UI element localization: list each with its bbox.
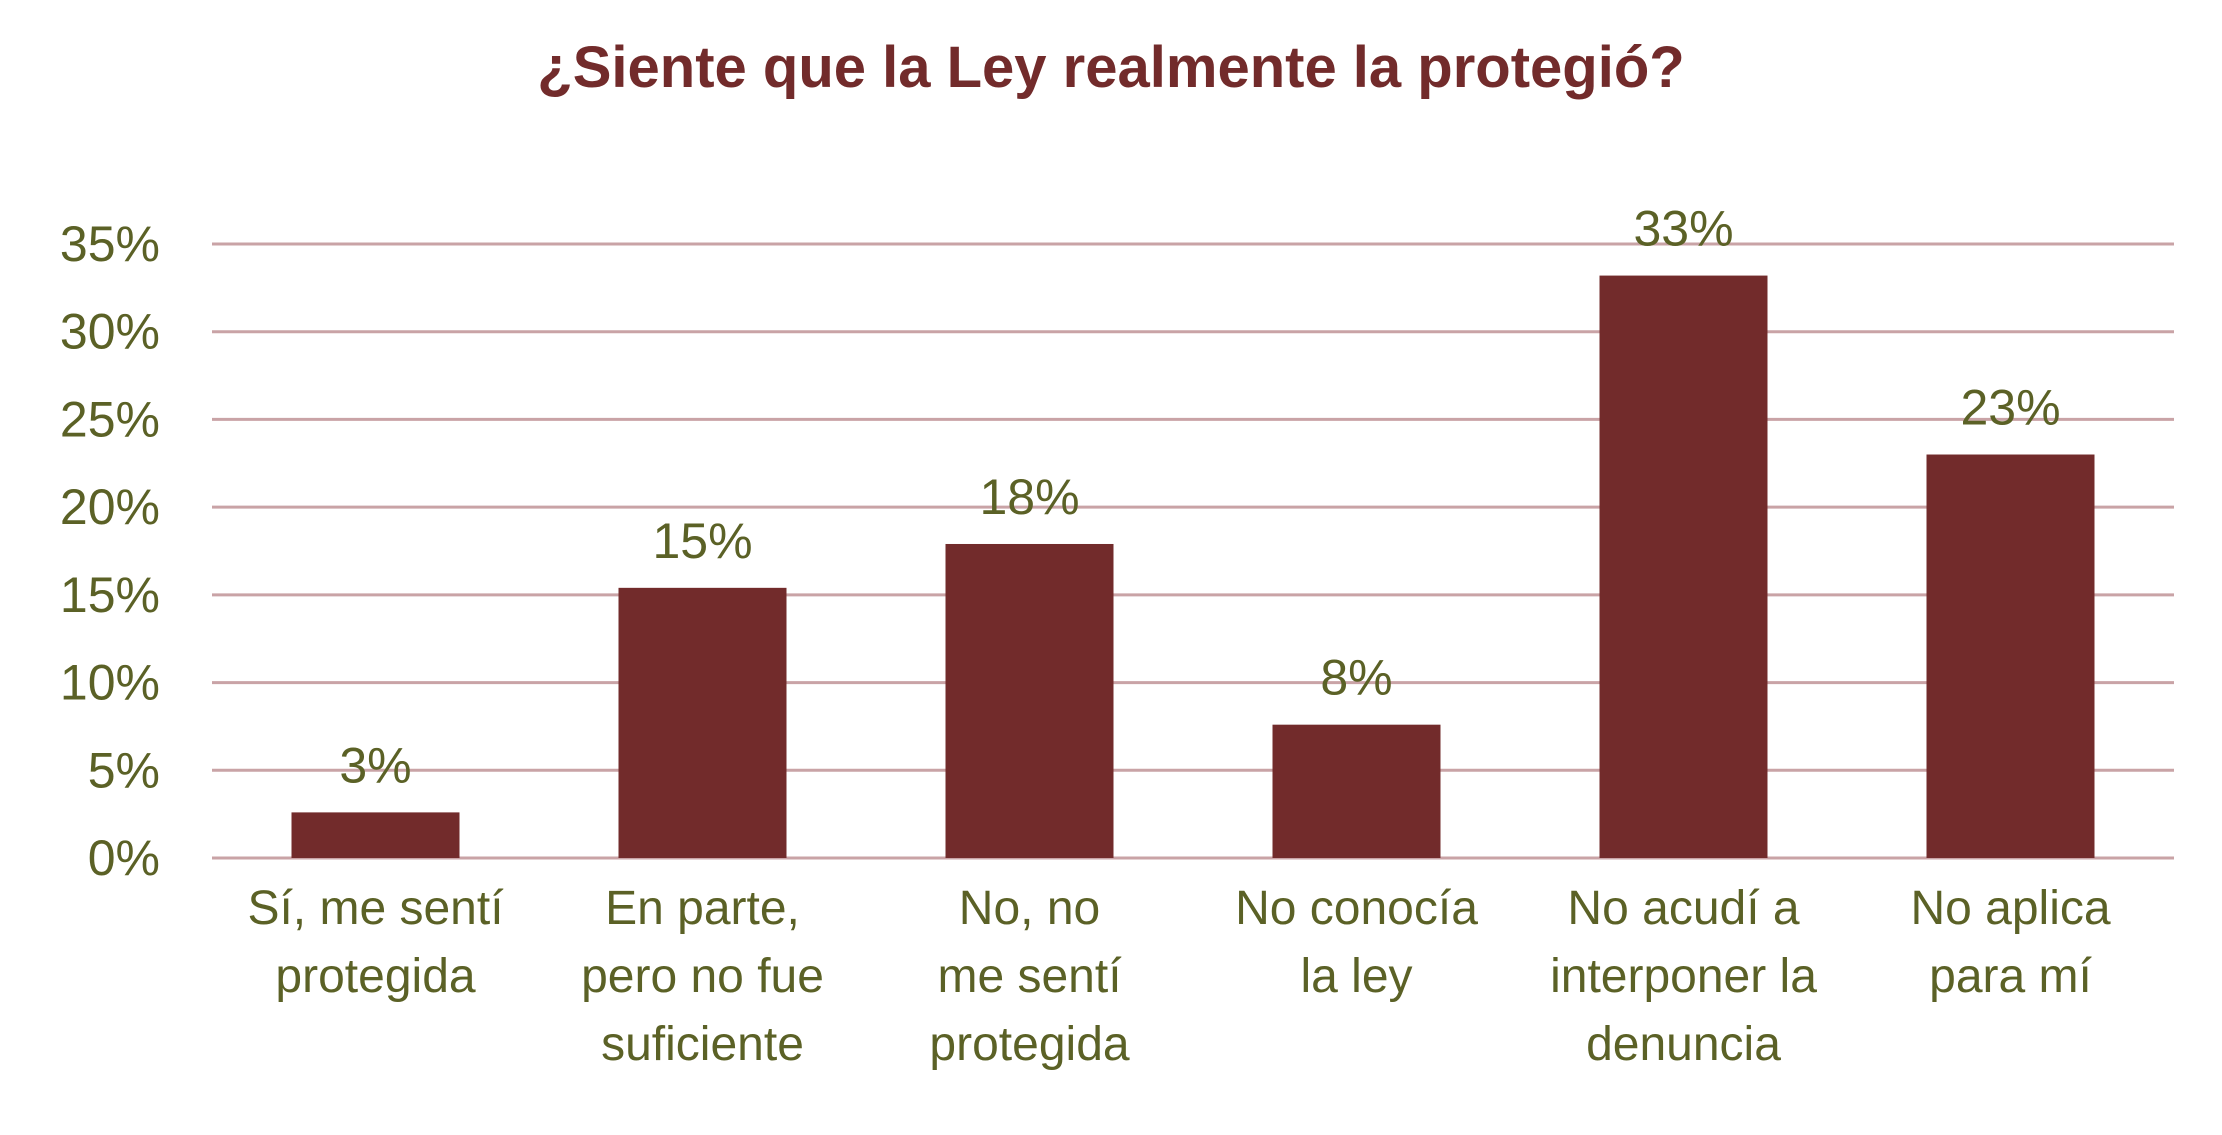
- y-tick-label: 10%: [60, 655, 160, 711]
- y-tick-label: 20%: [60, 479, 160, 535]
- bar: [945, 543, 1114, 858]
- x-axis-categories: Sí, me sentí protegida En parte, pero no fu…: [247, 882, 2110, 1071]
- bars: [291, 275, 2095, 858]
- x-category-label: En parte, pero no fue suficiente: [581, 882, 824, 1071]
- y-tick-label: 35%: [60, 216, 160, 272]
- x-category-label: No, no me sentí protegida: [929, 882, 1129, 1071]
- x-category-label: No conocía la ley: [1235, 882, 1478, 1003]
- y-tick-label: 0%: [88, 830, 160, 886]
- y-axis-ticks: 0% 5% 10% 15% 20% 25% 30% 35%: [60, 216, 160, 886]
- x-category-label: No aplica para mí: [1910, 882, 2110, 1003]
- data-label: 23%: [1960, 380, 2060, 436]
- data-label: 18%: [979, 469, 1079, 525]
- y-tick-label: 25%: [60, 391, 160, 447]
- bar: [291, 812, 460, 858]
- chart-title: ¿Siente que la Ley realmente la protegió…: [537, 35, 1685, 100]
- data-label: 33%: [1633, 201, 1733, 257]
- data-label: 8%: [1320, 650, 1392, 706]
- bar: [1926, 454, 2095, 858]
- bar: [1272, 724, 1441, 858]
- data-labels: 3% 15% 18% 8% 33% 23%: [339, 201, 2060, 794]
- y-tick-label: 30%: [60, 304, 160, 360]
- x-category-label: Sí, me sentí protegida: [247, 882, 504, 1003]
- data-label: 15%: [652, 513, 752, 569]
- data-label: 3%: [339, 737, 411, 793]
- y-tick-label: 15%: [60, 567, 160, 623]
- bar: [1599, 275, 1768, 858]
- x-category-label: No acudí a interponer la denuncia: [1550, 882, 1817, 1071]
- y-tick-label: 5%: [88, 742, 160, 798]
- bar: [618, 587, 787, 858]
- gridlines: [212, 242, 2174, 860]
